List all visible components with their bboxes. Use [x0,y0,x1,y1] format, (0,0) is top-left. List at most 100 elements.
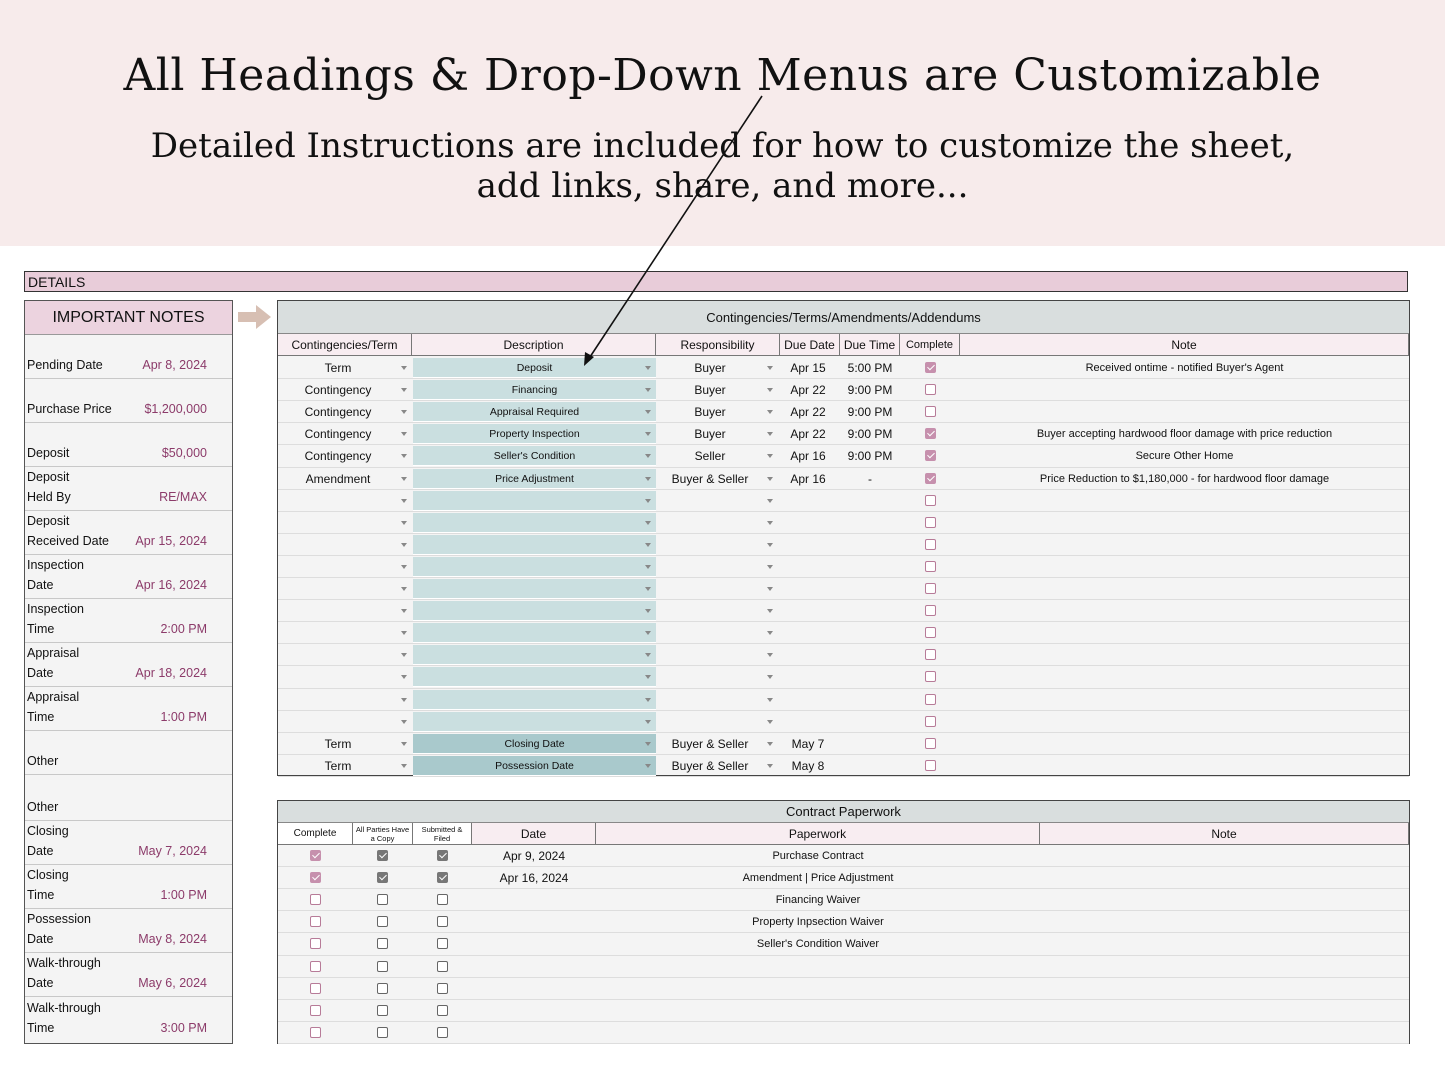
chevron-down-icon[interactable] [767,763,773,768]
note-cell[interactable] [960,578,1409,600]
paperwork-name-cell[interactable] [596,956,1040,978]
chevron-down-icon[interactable] [767,609,773,614]
responsibility-select[interactable] [658,556,762,578]
chevron-down-icon[interactable] [401,587,407,591]
due-time-cell[interactable] [840,733,900,755]
submitted-filed-checkbox[interactable] [437,1026,448,1038]
chevron-down-icon[interactable] [645,741,651,746]
responsibility-select[interactable]: Buyer & Seller [671,471,749,486]
note-cell[interactable] [960,644,1409,666]
due-date-cell[interactable]: Apr 22 [790,427,826,442]
complete-checkbox[interactable] [925,362,936,373]
complete-checkbox[interactable] [925,627,936,639]
paperwork-note-cell[interactable] [1040,978,1409,1000]
paperwork-date-cell[interactable] [472,933,596,955]
note-cell[interactable] [960,534,1409,556]
responsibility-select[interactable]: Buyer [694,427,726,442]
responsibility-select[interactable] [658,534,762,556]
paperwork-note-cell[interactable] [1040,889,1409,911]
due-time-cell[interactable]: 9:00 PM [847,427,893,442]
complete-checkbox[interactable] [925,605,936,617]
chevron-down-icon[interactable] [645,653,651,658]
paperwork-date-cell[interactable] [472,1022,596,1044]
responsibility-select[interactable]: Buyer [694,383,726,398]
paperwork-name-cell[interactable]: Financing Waiver [775,894,861,907]
description-select[interactable]: Price Adjustment [413,468,656,489]
description-select[interactable] [413,667,656,688]
complete-checkbox[interactable] [925,384,936,396]
chevron-down-icon[interactable] [645,410,651,415]
note-cell[interactable] [960,733,1409,755]
term-select[interactable] [278,666,398,688]
due-time-cell[interactable]: 9:00 PM [847,449,893,464]
paperwork-date-cell[interactable] [472,978,596,1000]
complete-checkbox[interactable] [925,759,936,771]
chevron-down-icon[interactable] [767,631,773,636]
due-time-cell[interactable] [840,666,900,688]
chevron-down-icon[interactable] [401,741,407,746]
responsibility-select[interactable]: Buyer & Seller [671,758,749,773]
note-cell[interactable] [960,666,1409,688]
submitted-filed-checkbox[interactable] [437,850,448,861]
note-cell[interactable] [960,490,1409,512]
paperwork-note-cell[interactable] [1040,845,1409,867]
due-time-cell[interactable] [840,600,900,622]
description-select[interactable] [413,556,656,577]
complete-checkbox[interactable] [310,916,321,928]
due-time-cell[interactable] [840,578,900,600]
note-cell[interactable] [960,600,1409,622]
description-select[interactable] [413,490,656,511]
chevron-down-icon[interactable] [767,388,773,393]
term-select[interactable]: Term [324,361,352,375]
description-select[interactable]: Possession Date [413,755,656,776]
complete-checkbox[interactable] [310,982,321,994]
note-value[interactable]: May 8, 2024 [138,932,207,946]
due-date-cell[interactable] [780,644,836,666]
chevron-down-icon[interactable] [645,366,651,370]
chevron-down-icon[interactable] [767,476,773,481]
description-select[interactable]: Appraisal Required [413,402,656,423]
chevron-down-icon[interactable] [645,631,651,636]
note-cell[interactable] [960,379,1409,401]
complete-checkbox[interactable] [925,406,936,418]
complete-checkbox[interactable] [310,960,321,972]
chevron-down-icon[interactable] [401,498,407,503]
complete-checkbox[interactable] [925,649,936,661]
submitted-filed-checkbox[interactable] [437,938,448,950]
description-select[interactable] [413,689,656,710]
note-value[interactable]: Apr 15, 2024 [135,534,207,548]
chevron-down-icon[interactable] [401,564,407,569]
submitted-filed-checkbox[interactable] [437,872,448,884]
responsibility-select[interactable]: Buyer [694,405,726,420]
due-time-cell[interactable]: - [868,471,872,486]
due-time-cell[interactable] [840,622,900,644]
due-date-cell[interactable]: May 7 [791,736,825,751]
paperwork-date-cell[interactable] [472,889,596,911]
paperwork-note-cell[interactable] [1040,1022,1409,1044]
due-date-cell[interactable] [780,534,836,556]
chevron-down-icon[interactable] [645,609,651,614]
note-value[interactable]: 1:00 PM [160,888,207,902]
note-value[interactable]: RE/MAX [159,490,207,504]
description-select[interactable]: Financing [413,380,656,401]
note-value[interactable]: $50,000 [161,446,207,460]
responsibility-select[interactable] [658,578,762,600]
term-select[interactable] [278,556,398,578]
note-value[interactable]: May 6, 2024 [138,976,207,990]
due-time-cell[interactable] [840,711,900,733]
note-value[interactable]: 3:00 PM [160,1021,207,1035]
all-parties-copy-checkbox[interactable] [377,916,388,928]
chevron-down-icon[interactable] [401,542,407,547]
term-select[interactable] [278,644,398,666]
responsibility-select[interactable] [658,622,762,644]
note-cell[interactable] [960,622,1409,644]
note-cell[interactable] [960,755,1409,777]
responsibility-select[interactable] [658,689,762,711]
chevron-down-icon[interactable] [401,454,407,459]
paperwork-name-cell[interactable]: Purchase Contract [772,850,864,862]
paperwork-note-cell[interactable] [1040,933,1409,955]
term-select[interactable]: Term [324,758,352,773]
term-select[interactable] [278,711,398,733]
term-select[interactable]: Term [324,736,352,751]
chevron-down-icon[interactable] [767,675,773,680]
